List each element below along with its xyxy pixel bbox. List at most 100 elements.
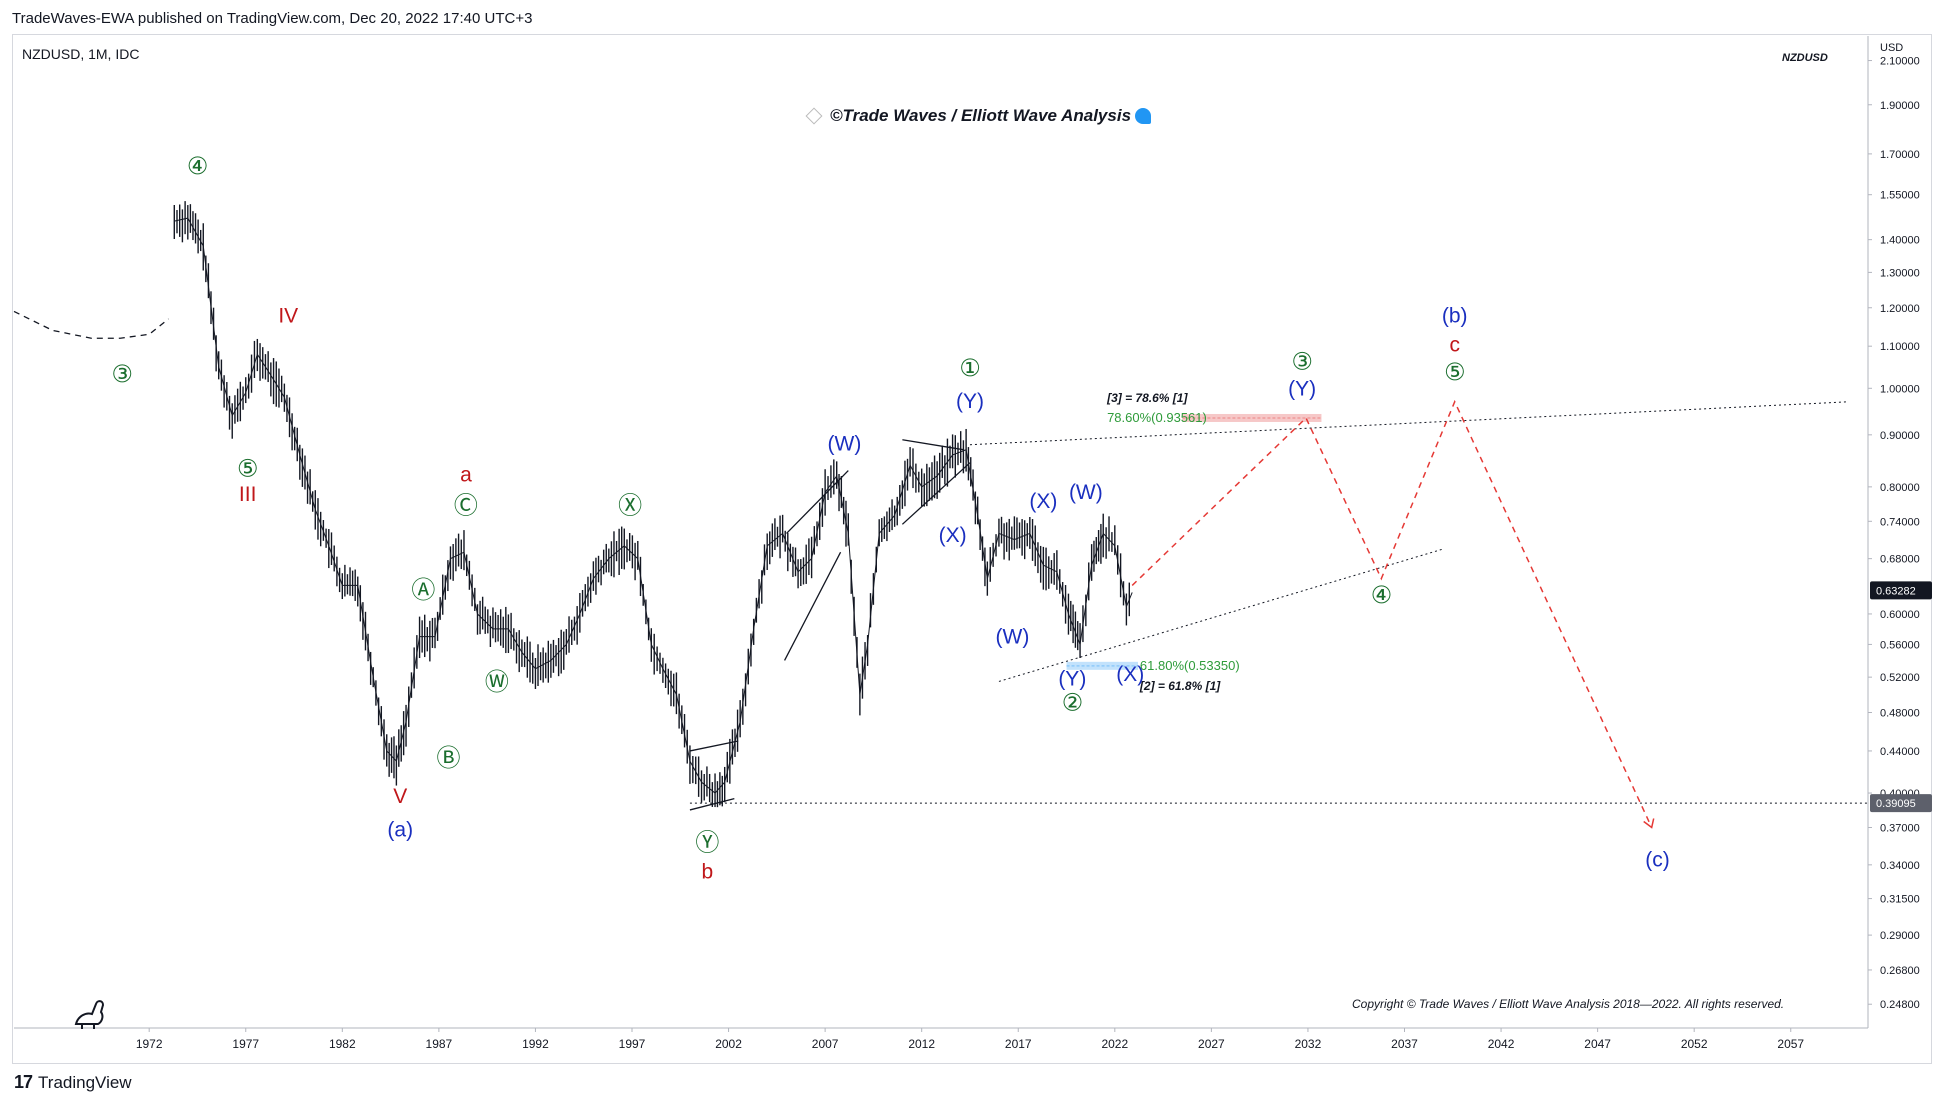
wave-label: (a) xyxy=(387,819,413,842)
projection-arrowhead xyxy=(1643,818,1655,829)
x-tick-label: 2032 xyxy=(1295,1037,1322,1051)
wave-label: IV xyxy=(278,305,298,328)
x-tick-label: 2042 xyxy=(1488,1037,1515,1051)
y-tick-label: 0.52000 xyxy=(1880,672,1920,684)
wave-label: Ⓨ xyxy=(695,828,719,856)
watermark-text: ©Trade Waves / Elliott Wave Analysis xyxy=(830,106,1132,125)
wave-label: III xyxy=(239,483,257,506)
fib-note: [2] = 61.8% [1] xyxy=(1139,679,1221,693)
wave-label: (Y) xyxy=(1288,378,1316,401)
tradingview-brand: TradingView xyxy=(38,1072,132,1092)
x-tick-label: 2057 xyxy=(1777,1037,1804,1051)
wave-label: (Y) xyxy=(956,390,984,413)
watermark-title: ©Trade Waves / Elliott Wave Analysis xyxy=(805,106,1152,126)
wave-label: ⑤ xyxy=(237,455,259,483)
tv-logo-icon: 17 xyxy=(14,1072,33,1092)
wave-label: c xyxy=(1449,334,1460,357)
x-tick-label: 1977 xyxy=(232,1037,259,1051)
wave-label: (W) xyxy=(1069,481,1103,504)
x-tick-label: 1982 xyxy=(329,1037,356,1051)
wave-label: ③ xyxy=(1291,348,1313,376)
y-tick-label: 0.34000 xyxy=(1880,860,1920,872)
y-tick-label: 0.56000 xyxy=(1880,639,1920,651)
symbol-label: NZDUSD, 1M, IDC xyxy=(22,46,140,62)
wave-label: Ⓑ xyxy=(437,744,461,772)
trendline xyxy=(969,401,1849,446)
wave-label: b xyxy=(701,860,713,883)
y-tick-label: 0.26800 xyxy=(1880,965,1920,977)
y-tick-label: 0.24800 xyxy=(1880,999,1920,1011)
price-tag xyxy=(1870,581,1932,600)
x-tick-label: 1997 xyxy=(619,1037,646,1051)
wave-label: Ⓦ xyxy=(485,668,509,696)
wave-label: (X) xyxy=(1116,663,1144,686)
x-tick-label: 2027 xyxy=(1198,1037,1225,1051)
x-tick-label: 2037 xyxy=(1391,1037,1418,1051)
wave-icon xyxy=(1135,108,1152,124)
trendline xyxy=(783,551,842,661)
y-tick-label: 0.31500 xyxy=(1880,894,1920,906)
y-tick-label: 1.10000 xyxy=(1880,341,1920,353)
wave-label: (W) xyxy=(828,432,862,455)
wave-label: Ⓧ xyxy=(618,492,642,520)
y-tick-label: 1.30000 xyxy=(1880,267,1920,279)
price-tag xyxy=(1870,794,1932,813)
y-tick-label: 0.80000 xyxy=(1880,482,1920,494)
x-tick-label: 1992 xyxy=(522,1037,549,1051)
x-tick-label: 2007 xyxy=(812,1037,839,1051)
dino-icon xyxy=(74,1000,105,1029)
chart-frame[interactable] xyxy=(12,34,1932,1064)
trendline xyxy=(901,462,971,525)
y-tick-label: 0.60000 xyxy=(1880,609,1920,621)
y-tick-label: 1.55000 xyxy=(1880,190,1920,202)
pane-tag: NZDUSD xyxy=(1782,52,1828,64)
fib-label: 61.80%(0.53350) xyxy=(1140,658,1240,673)
wave-label: (c) xyxy=(1645,849,1670,872)
wave-label: ③ xyxy=(111,360,133,388)
x-tick-label: 2017 xyxy=(1005,1037,1032,1051)
wave-label: (b) xyxy=(1442,305,1468,328)
x-tick-label: 1987 xyxy=(426,1037,453,1051)
fib-zone xyxy=(1182,413,1322,422)
y-tick-label: 1.90000 xyxy=(1880,100,1920,112)
x-tick-label: 2012 xyxy=(908,1037,935,1051)
y-tick-label: 1.70000 xyxy=(1880,149,1920,161)
wave-label: Ⓐ xyxy=(411,576,435,604)
x-tick-label: 2047 xyxy=(1584,1037,1611,1051)
wave-label: ① xyxy=(959,354,981,382)
price-series-line xyxy=(174,217,1133,794)
projection-path xyxy=(1131,399,1653,828)
trendline xyxy=(902,439,965,451)
wave-label: (W) xyxy=(996,626,1030,649)
trendline xyxy=(998,548,1444,682)
wave-label: (X) xyxy=(939,524,967,547)
price-tag-label: 0.39095 xyxy=(1876,798,1916,810)
wave-label: (Y) xyxy=(1058,667,1086,690)
wave-label: Ⓒ xyxy=(454,492,478,520)
wave-label: a xyxy=(460,463,472,486)
y-tick-label: 0.44000 xyxy=(1880,746,1920,758)
wave-label: ④ xyxy=(1371,581,1393,609)
y-tick-label: 0.48000 xyxy=(1880,708,1920,720)
dashed-curve xyxy=(13,310,169,339)
y-tick-label: 0.68000 xyxy=(1880,554,1920,566)
x-tick-label: 2052 xyxy=(1681,1037,1708,1051)
x-tick-label: 2022 xyxy=(1101,1037,1128,1051)
x-tick-label: 1972 xyxy=(136,1037,163,1051)
y-tick-label: 1.00000 xyxy=(1880,383,1920,395)
price-tag-label: 0.63282 xyxy=(1876,585,1916,597)
wave-label: V xyxy=(393,785,407,808)
wave-label: ② xyxy=(1062,688,1084,716)
y-tick-label: 1.20000 xyxy=(1880,303,1920,315)
x-tick-label: 2002 xyxy=(715,1037,742,1051)
y-tick-label: 0.29000 xyxy=(1880,930,1920,942)
copyright-note: Copyright © Trade Waves / Elliott Wave A… xyxy=(1352,997,1785,1011)
tradingview-logo[interactable]: 17 TradingView xyxy=(14,1072,132,1093)
fib-note: [3] = 78.6% [1] xyxy=(1106,391,1188,405)
wave-label: ④ xyxy=(187,152,209,180)
currency-label: USD xyxy=(1880,42,1904,54)
y-tick-label: 0.37000 xyxy=(1880,822,1920,834)
published-banner: TradeWaves-EWA published on TradingView.… xyxy=(12,10,533,27)
trendline xyxy=(689,740,739,752)
